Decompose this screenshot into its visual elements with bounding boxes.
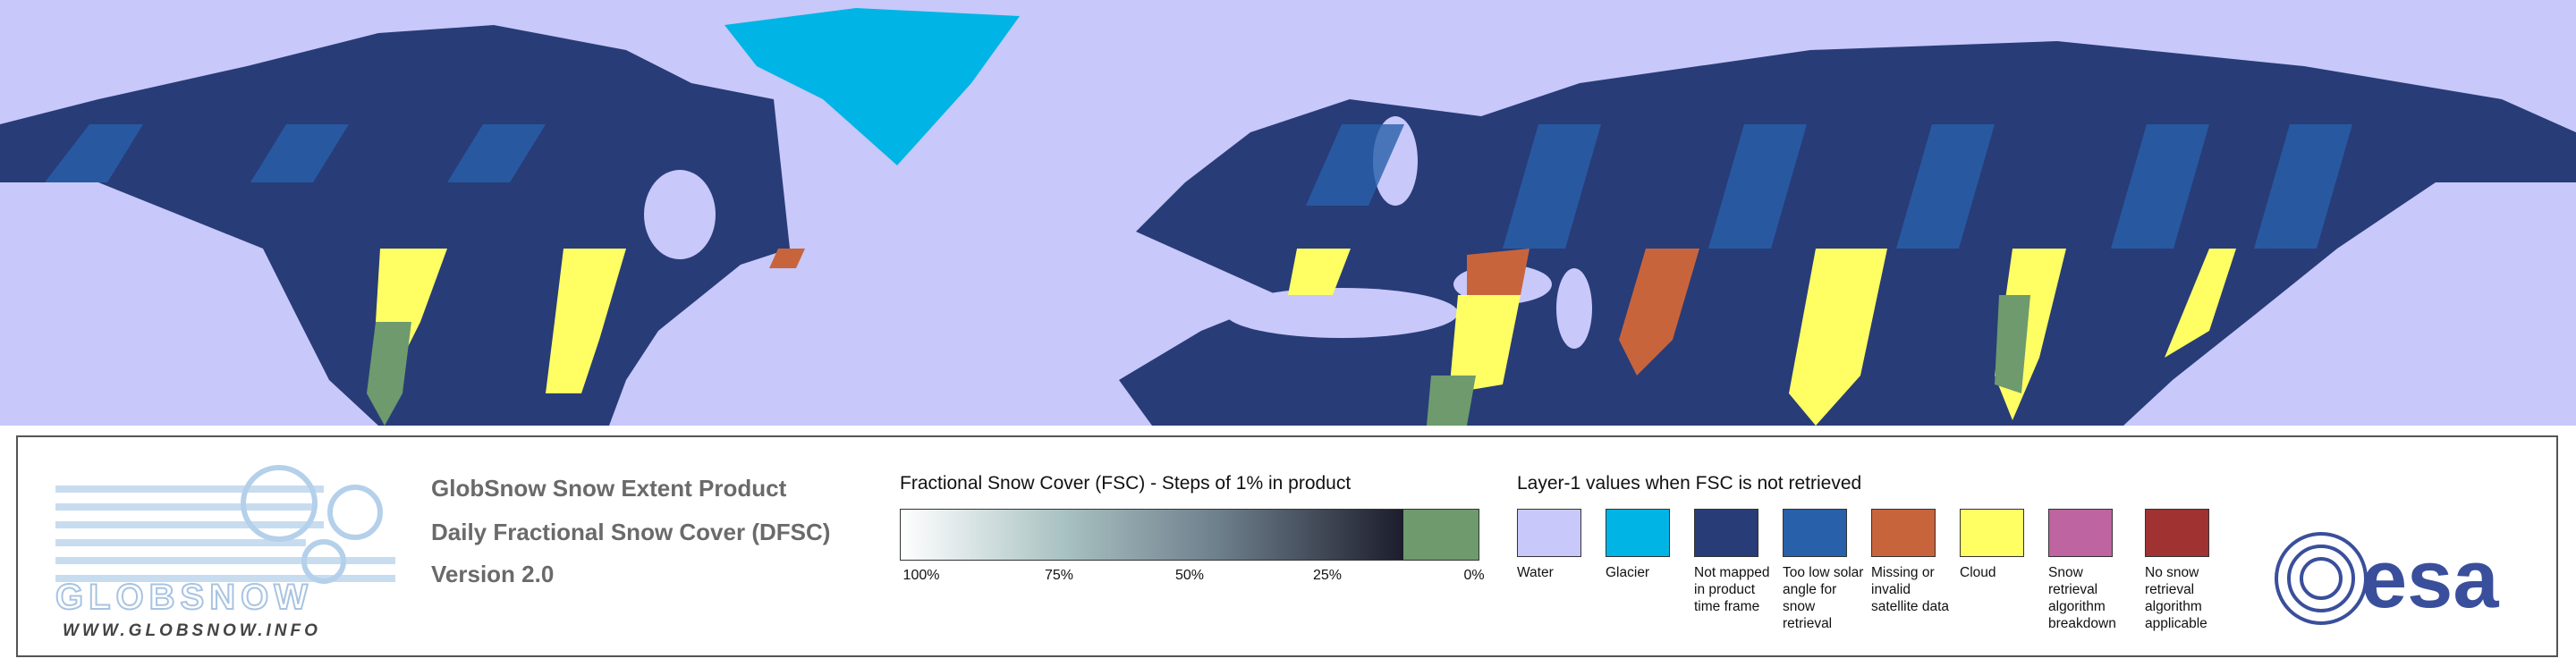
legend-swatch [1694, 509, 1758, 557]
colorbar-label: 100% [902, 568, 940, 583]
legend-label: Water [1517, 565, 1554, 580]
legend-label: Glacier [1606, 565, 1650, 580]
colorbar-label: 50% [1174, 568, 1205, 583]
legend-title: Layer-1 values when FSC is not retrieved [1517, 473, 1862, 494]
legend-label: Not mapped in product time frame [1694, 565, 1770, 614]
colorbar-label: 25% [1312, 568, 1343, 583]
product-name: GlobSnow Snow Extent Product [431, 475, 787, 502]
legend-swatch [2048, 509, 2113, 557]
legend-swatch [1871, 509, 1936, 557]
legend-swatch [2145, 509, 2209, 557]
legend-swatch [1960, 509, 2024, 557]
hudson-bay [644, 170, 716, 259]
snow-map [0, 0, 2576, 426]
caspian-sea [1556, 268, 1592, 349]
legend-panel: GLOBSNOW WWW.GLOBSNOW.INFO GlobSnow Snow… [16, 435, 2558, 657]
colorbar-label: 75% [1044, 568, 1074, 583]
logo-url: WWW.GLOBSNOW.INFO [63, 621, 321, 640]
logo-name: GLOBSNOW [55, 578, 313, 617]
legend-swatch [1606, 509, 1670, 557]
legend-swatch [1517, 509, 1581, 557]
colorbar [900, 509, 1479, 561]
product-subtitle: Daily Fractional Snow Cover (DFSC) [431, 519, 831, 545]
legend-label: Cloud [1960, 565, 1996, 580]
greenland [724, 8, 1020, 165]
colorbar-label: 0% [1463, 568, 1485, 583]
colorbar-title: Fractional Snow Cover (FSC) - Steps of 1… [900, 473, 1352, 494]
patches [367, 249, 2236, 426]
swaths [45, 124, 2352, 249]
globsnow-logo: GLOBSNOW WWW.GLOBSNOW.INFO [55, 465, 395, 640]
legend-label: Missing or invalid satellite data [1871, 565, 1950, 614]
legend-swatch [1783, 509, 1847, 557]
legend-label: No snow retrieval algorithm applicable [2145, 565, 2207, 631]
product-version: Version 2.0 [431, 561, 555, 587]
legend-label: Snow retrieval algorithm breakdown [2048, 565, 2116, 631]
esa-logo: esa [2275, 532, 2499, 625]
legend-label: Too low solar angle for snow retrieval [1783, 565, 1864, 631]
mediterranean [1225, 288, 1458, 338]
agency: esa [2361, 534, 2499, 625]
